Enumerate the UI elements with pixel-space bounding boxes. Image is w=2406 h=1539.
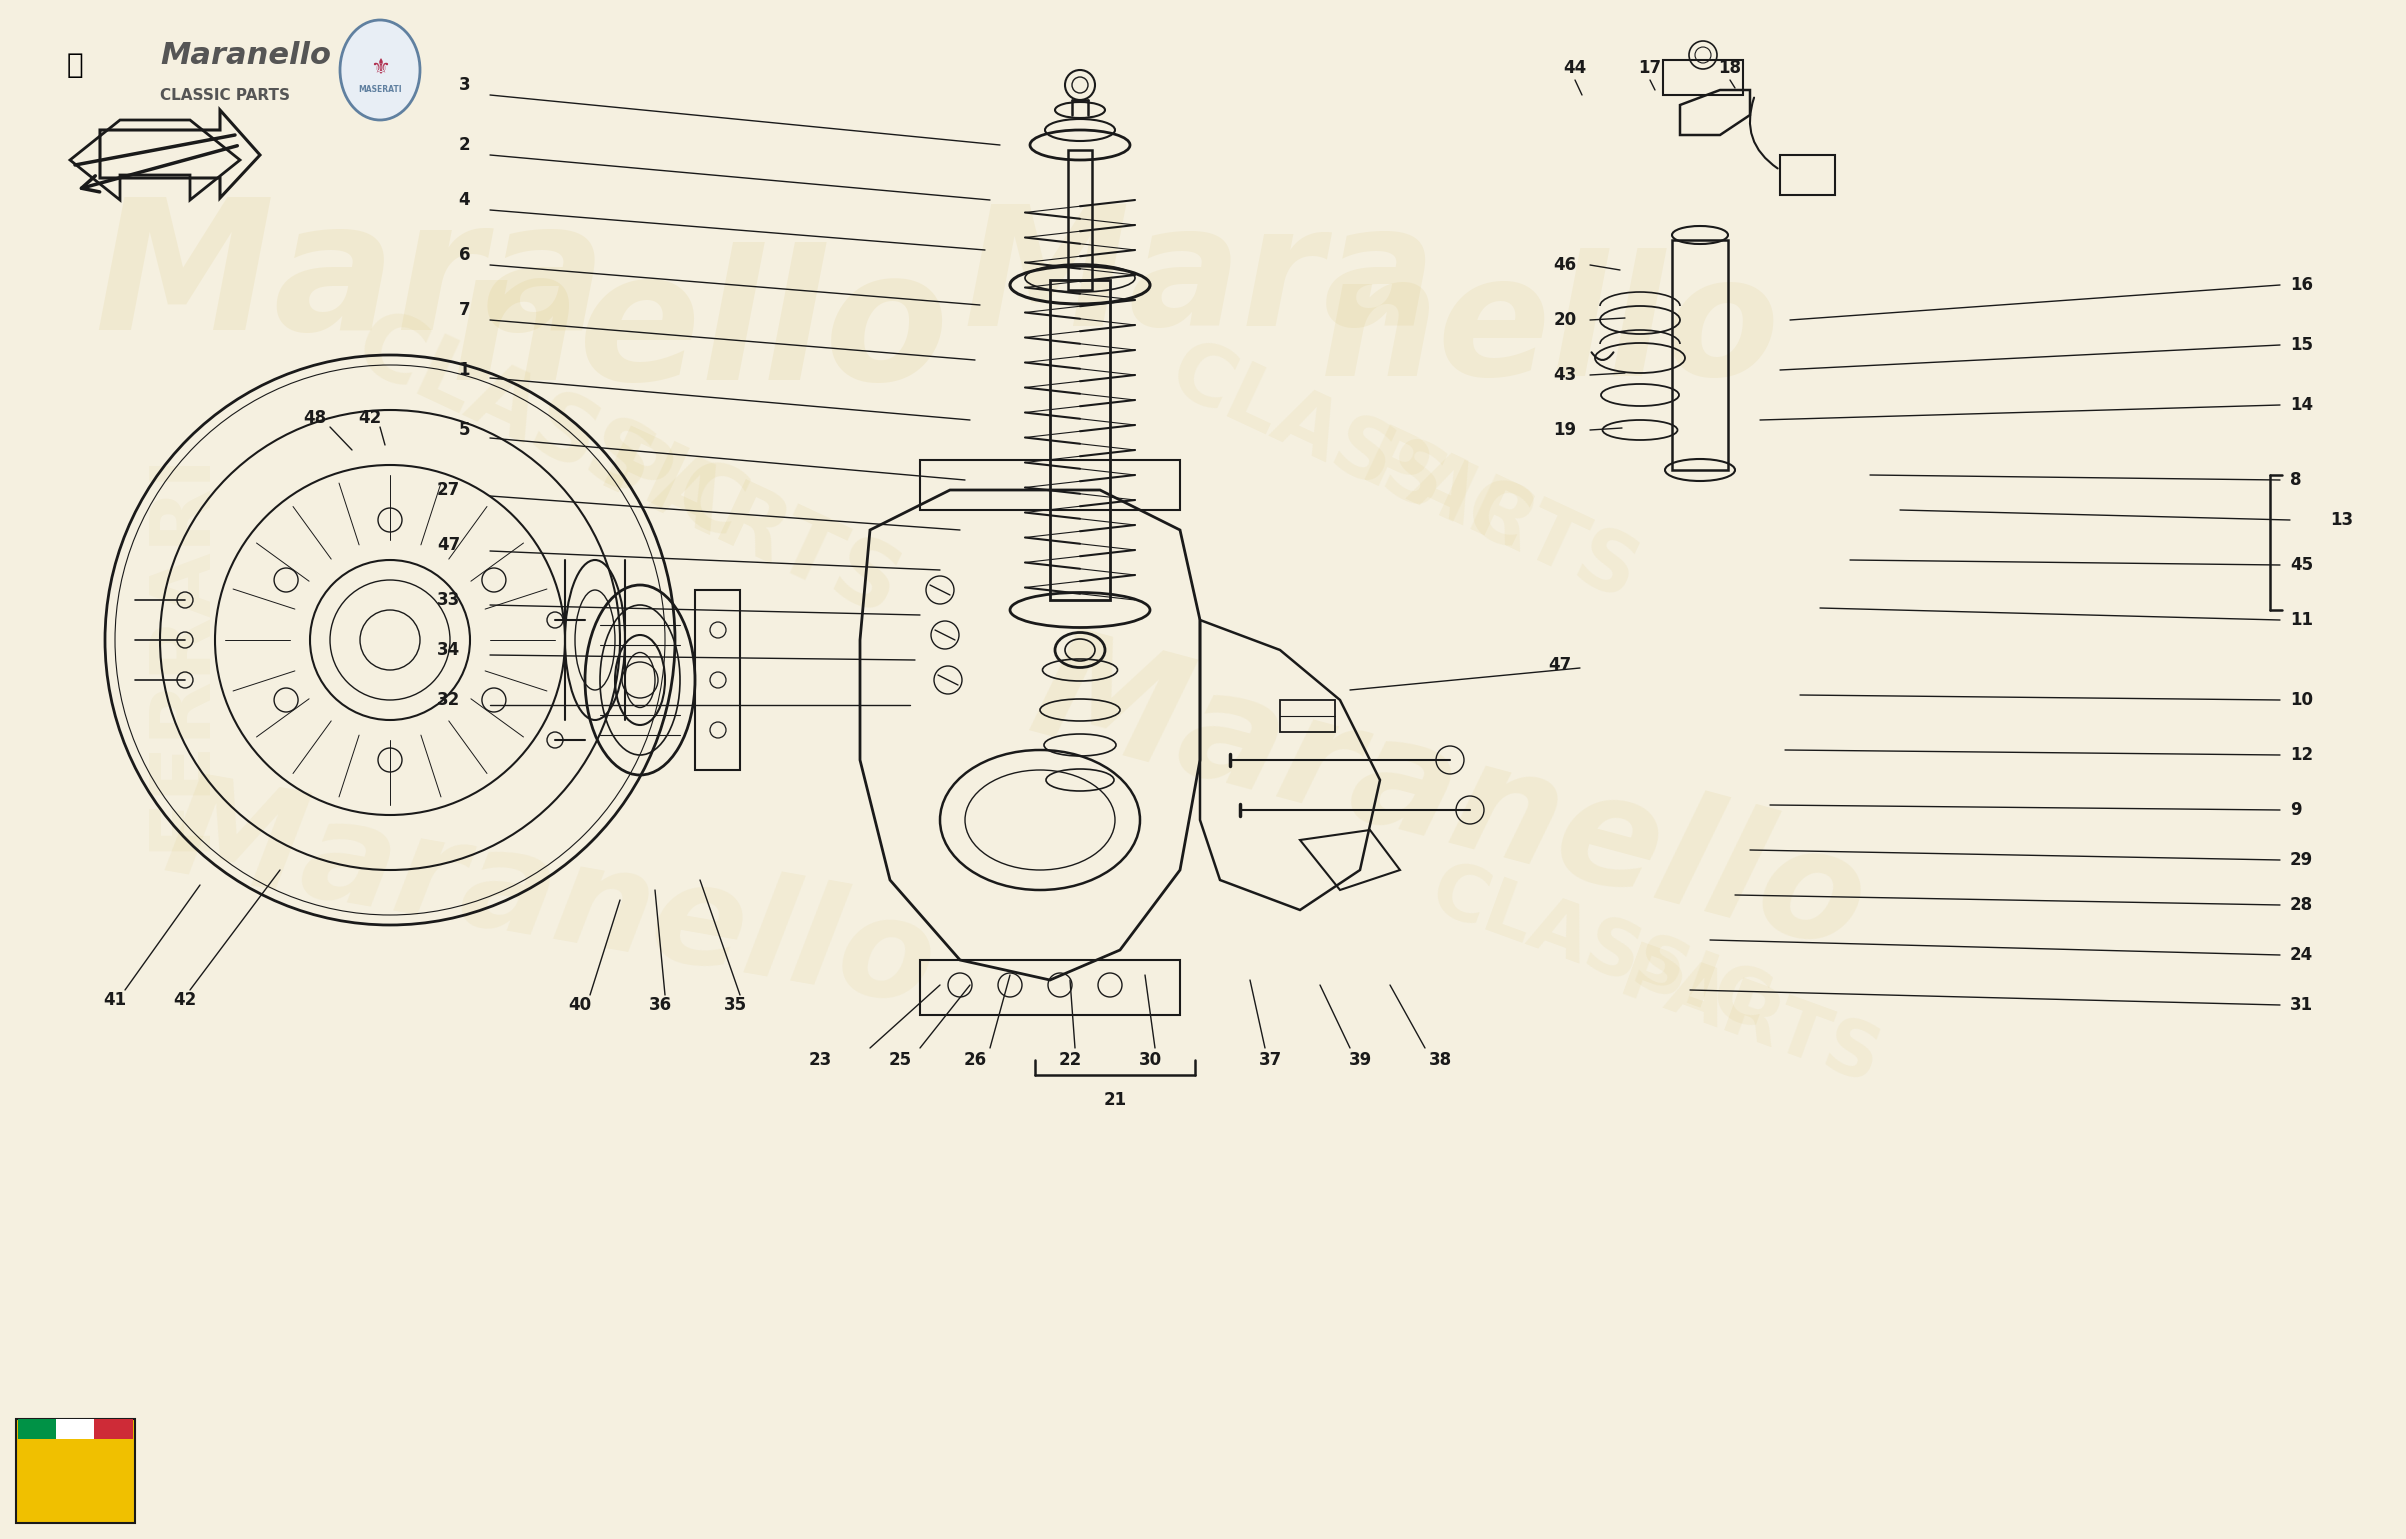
Ellipse shape — [339, 20, 421, 120]
Text: 16: 16 — [2291, 275, 2312, 294]
Text: CLASSIC: CLASSIC — [1420, 854, 1780, 1045]
Text: nello: nello — [1321, 248, 1780, 411]
Text: 46: 46 — [1554, 255, 1576, 274]
Text: MASERATI: MASERATI — [358, 86, 402, 94]
Text: Mara: Mara — [94, 192, 606, 368]
FancyBboxPatch shape — [17, 1419, 135, 1524]
Text: CLASSIC: CLASSIC — [342, 302, 758, 559]
Text: 9: 9 — [2291, 800, 2303, 819]
Text: 19: 19 — [1554, 422, 1576, 439]
Text: 7: 7 — [460, 302, 469, 319]
Text: PARTS: PARTS — [587, 423, 914, 637]
Text: 4: 4 — [460, 191, 469, 209]
Text: 32: 32 — [438, 691, 460, 709]
Text: 10: 10 — [2291, 691, 2312, 709]
Text: PARTS: PARTS — [1350, 420, 1651, 619]
Text: 31: 31 — [2291, 996, 2312, 1014]
Text: Maranello: Maranello — [156, 766, 946, 1034]
Text: 21: 21 — [1104, 1091, 1126, 1110]
Text: PARTS: PARTS — [1610, 939, 1889, 1100]
Text: FERRARI: FERRARI — [140, 449, 221, 851]
Text: Maranello: Maranello — [1018, 617, 1881, 983]
Text: 20: 20 — [1554, 311, 1576, 329]
Text: 26: 26 — [962, 1051, 986, 1070]
Bar — [1672, 240, 1728, 469]
Bar — [1068, 149, 1092, 289]
Text: 28: 28 — [2291, 896, 2312, 914]
Text: 18: 18 — [1718, 58, 1742, 77]
Text: 38: 38 — [1429, 1051, 1451, 1070]
Text: 8: 8 — [2291, 471, 2303, 489]
Bar — [919, 960, 1179, 1016]
Text: Mara: Mara — [962, 199, 1436, 362]
Bar — [919, 460, 1179, 509]
Text: 36: 36 — [650, 996, 671, 1014]
Bar — [695, 589, 741, 770]
Bar — [17, 1419, 55, 1439]
Text: 30: 30 — [1138, 1051, 1162, 1070]
Text: 🐎: 🐎 — [67, 51, 84, 78]
Text: 3: 3 — [460, 75, 469, 94]
Text: 2: 2 — [460, 135, 469, 154]
Bar — [94, 1419, 132, 1439]
Text: 23: 23 — [808, 1051, 832, 1070]
Text: 17: 17 — [1638, 58, 1663, 77]
Text: 5: 5 — [460, 422, 469, 439]
Text: CLASSIC: CLASSIC — [1157, 331, 1542, 568]
Text: 47: 47 — [438, 536, 460, 554]
Text: 43: 43 — [1554, 366, 1576, 385]
Bar — [1280, 700, 1335, 733]
Bar — [1049, 280, 1109, 600]
Text: 35: 35 — [724, 996, 746, 1014]
Text: 48: 48 — [303, 409, 327, 426]
Text: 40: 40 — [568, 996, 592, 1014]
Text: 29: 29 — [2291, 851, 2312, 870]
Text: 6: 6 — [460, 246, 469, 265]
Text: 22: 22 — [1059, 1051, 1083, 1070]
Text: 44: 44 — [1564, 58, 1586, 77]
Text: ⚜: ⚜ — [371, 58, 390, 78]
Text: 39: 39 — [1347, 1051, 1371, 1070]
Text: 13: 13 — [2329, 511, 2353, 529]
Text: 15: 15 — [2291, 336, 2312, 354]
Text: nello: nello — [450, 242, 950, 419]
Text: 25: 25 — [888, 1051, 912, 1070]
Text: 27: 27 — [438, 482, 460, 499]
Text: 24: 24 — [2291, 946, 2312, 963]
Text: CLASSIC PARTS: CLASSIC PARTS — [161, 88, 291, 103]
Bar — [1780, 155, 1836, 195]
Text: 1: 1 — [460, 362, 469, 379]
Bar — [55, 1419, 94, 1439]
Text: 45: 45 — [2291, 556, 2312, 574]
Text: 41: 41 — [103, 991, 128, 1010]
Text: 47: 47 — [1549, 656, 1571, 674]
Text: 42: 42 — [358, 409, 383, 426]
Text: 34: 34 — [438, 642, 460, 659]
Text: 42: 42 — [173, 991, 197, 1010]
Bar — [1663, 60, 1742, 95]
Text: 12: 12 — [2291, 746, 2312, 763]
Text: 11: 11 — [2291, 611, 2312, 629]
Text: Maranello: Maranello — [161, 40, 332, 69]
Text: 37: 37 — [1258, 1051, 1282, 1070]
Text: 14: 14 — [2291, 396, 2312, 414]
Text: 33: 33 — [438, 591, 460, 609]
